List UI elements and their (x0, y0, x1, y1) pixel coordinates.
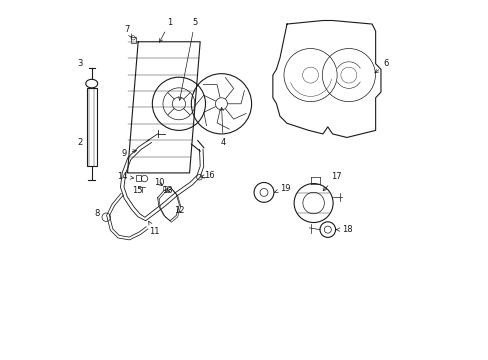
Text: 12: 12 (174, 206, 184, 215)
Text: 1: 1 (159, 18, 172, 42)
Bar (163, 186, 167, 190)
Text: 2: 2 (77, 138, 82, 147)
Text: 7: 7 (124, 25, 131, 37)
Text: 18: 18 (336, 225, 352, 234)
Text: 17: 17 (323, 172, 341, 191)
Text: 5: 5 (178, 18, 197, 100)
Text: 9: 9 (121, 149, 136, 158)
Text: 14: 14 (117, 172, 133, 181)
Text: 16: 16 (201, 171, 214, 180)
Text: 13: 13 (162, 186, 172, 195)
Text: 6: 6 (374, 59, 388, 73)
Bar (136, 175, 141, 181)
Text: 3: 3 (78, 59, 83, 68)
Text: 8: 8 (95, 209, 100, 218)
Text: 4: 4 (220, 107, 225, 147)
Text: 19: 19 (274, 184, 290, 193)
Text: 10: 10 (153, 178, 164, 187)
Text: 15: 15 (132, 186, 142, 195)
Text: 11: 11 (148, 221, 160, 236)
Bar (130, 37, 135, 43)
Bar (86, 88, 97, 166)
